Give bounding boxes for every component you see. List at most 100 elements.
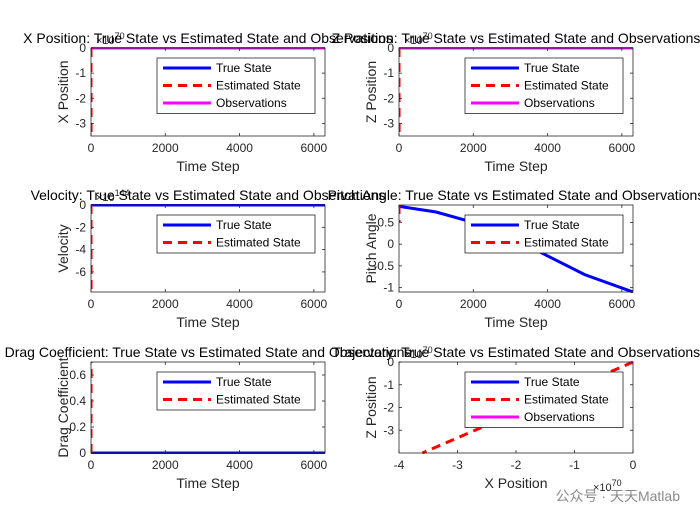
y-tick-label: -2 — [383, 91, 394, 105]
legend-label-1: True State — [524, 61, 580, 75]
x-tick-label: 6000 — [301, 297, 328, 311]
legend-label-3: Observations — [524, 96, 595, 110]
y-tick-label: -2 — [75, 91, 86, 105]
legend: True State Estimated State — [156, 214, 316, 254]
axes-frame — [90, 361, 326, 454]
y-axis-label: Drag Coefficient — [55, 357, 71, 457]
legend-label-2: Estimated State — [216, 236, 301, 250]
legend-box — [156, 371, 316, 411]
x-tick-label: 6000 — [609, 141, 636, 155]
x-axis-label: Time Step — [176, 158, 239, 174]
chart-title: Trajectory: True State vs Estimated Stat… — [332, 344, 700, 360]
y-tick-label: -6 — [75, 265, 86, 279]
subplot-4: 0 2000 4000 6000 -1 -0.5 0 0.5 Time Step Pitch An… — [328, 187, 700, 330]
subplot-5: 0 2000 4000 6000 0 0.2 0.4 0.6 Time Step Drag Coe… — [5, 344, 412, 491]
y-tick-label: 0 — [79, 198, 86, 212]
legend: True State Estimated State — [156, 371, 316, 411]
y-tick-label: -3 — [75, 116, 86, 130]
y-axis-label: X Position — [55, 60, 71, 123]
x-axis-label: Time Step — [484, 158, 547, 174]
axes-frame — [398, 204, 634, 293]
watermark-text: 公众号 · 天天Matlab — [556, 488, 681, 504]
chart-title: Z Position: True State vs Estimated Stat… — [332, 30, 700, 46]
x-tick-label: 0 — [88, 297, 95, 311]
legend-label-2: Estimated State — [524, 393, 609, 407]
y-tick-label: -2 — [75, 220, 86, 234]
y-tick-label: -1 — [383, 281, 394, 295]
x-tick-label: 2000 — [152, 141, 179, 155]
y-tick-label: 0 — [387, 237, 394, 251]
x-tick-label: 4000 — [226, 297, 253, 311]
y-tick-label: -2 — [383, 401, 394, 415]
y-axis-label: Velocity — [55, 224, 71, 272]
x-axis-label: Time Step — [176, 475, 239, 491]
x-tick-label: -2 — [511, 458, 522, 472]
legend-label-1: True State — [216, 61, 272, 75]
axes-frame — [398, 47, 634, 137]
x-tick-label: 4000 — [226, 458, 253, 472]
legend-label-2: Estimated State — [524, 236, 609, 250]
x-tick-label: 0 — [396, 141, 403, 155]
legend: True State Estimated State Observations — [156, 57, 316, 114]
legend: True State Estimated State Observations — [464, 371, 624, 428]
x-axis-label: Time Step — [176, 314, 239, 330]
x-tick-label: 4000 — [534, 297, 561, 311]
x-axis-label: Time Step — [484, 314, 547, 330]
x-axis-label: X Position — [484, 475, 547, 491]
chart-title: Drag Coefficient: True State vs Estimate… — [5, 344, 412, 360]
x-tick-label: 0 — [88, 458, 95, 472]
axes-frame — [90, 204, 326, 293]
y-tick-label: -3 — [383, 423, 394, 437]
x-tick-label: 4000 — [226, 141, 253, 155]
y-tick-label: 0 — [79, 446, 86, 460]
y-tick-label: -0.5 — [373, 259, 394, 273]
y-tick-label: -1 — [383, 378, 394, 392]
legend-label-1: True State — [524, 375, 580, 389]
y-axis-label: Pitch Angle — [363, 213, 379, 283]
chart-title: X Position: True State vs Estimated Stat… — [23, 30, 393, 46]
legend-label-1: True State — [216, 375, 272, 389]
y-axis-label: Z Position — [363, 61, 379, 123]
legend-label-1: True State — [216, 218, 272, 232]
x-tick-label: 2000 — [460, 141, 487, 155]
legend-label-2: Estimated State — [524, 79, 609, 93]
y-tick-label: 0 — [79, 41, 86, 55]
legend: True State Estimated State Observations — [464, 57, 624, 114]
y-tick-label: 0.4 — [69, 394, 86, 408]
x-tick-label: 0 — [396, 297, 403, 311]
y-tick-label: -3 — [383, 116, 394, 130]
y-tick-label: -1 — [383, 66, 394, 80]
x-tick-label: 6000 — [609, 297, 636, 311]
x-tick-label: -1 — [569, 458, 580, 472]
y-axis-label: Z Position — [363, 376, 379, 438]
legend-label-2: Estimated State — [216, 393, 301, 407]
chart-title: Pitch Angle: True State vs Estimated Sta… — [328, 187, 700, 203]
x-tick-label: 2000 — [152, 297, 179, 311]
chart-title: Velocity: True State vs Estimated State … — [31, 187, 386, 203]
y-tick-label: 0 — [387, 41, 394, 55]
x-tick-label: 2000 — [152, 458, 179, 472]
x-tick-label: 6000 — [301, 458, 328, 472]
x-tick-label: 6000 — [301, 141, 328, 155]
y-tick-label: -4 — [75, 243, 86, 257]
x-tick-label: -4 — [394, 458, 405, 472]
x-tick-label: 2000 — [460, 297, 487, 311]
y-tick-label: 0.6 — [69, 368, 86, 382]
x-tick-label: 0 — [88, 141, 95, 155]
legend: True State Estimated State — [464, 214, 624, 254]
axes-frame — [90, 47, 326, 137]
legend-label-2: Estimated State — [216, 79, 301, 93]
y-tick-label: 0.5 — [377, 215, 394, 229]
x-tick-label: -3 — [452, 458, 463, 472]
y-tick-label: -1 — [75, 66, 86, 80]
legend-label-3: Observations — [524, 410, 595, 424]
x-tick-label: 0 — [630, 458, 637, 472]
legend-label-1: True State — [524, 218, 580, 232]
legend-box — [464, 214, 624, 254]
y-tick-label: 0.2 — [69, 420, 86, 434]
